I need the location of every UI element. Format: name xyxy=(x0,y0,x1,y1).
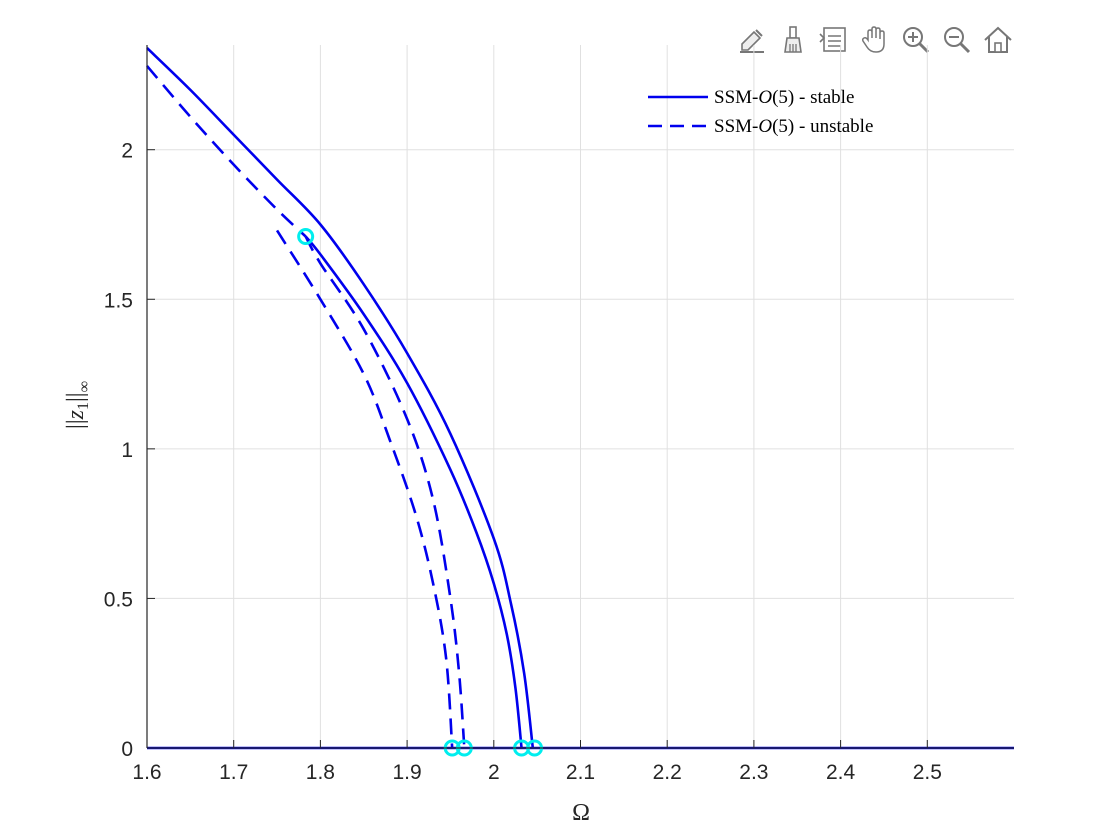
y-axis-label: ||z1||∞ xyxy=(63,381,93,429)
y-tick-label: 0.5 xyxy=(104,588,133,611)
home-icon xyxy=(983,26,1012,53)
x-tick-label: 1.9 xyxy=(392,761,421,784)
legend: SSM-O(5) - stable SSM-O(5) - unstable xyxy=(648,87,873,137)
zoom-in-icon xyxy=(902,27,929,54)
tick-labels: 1.6 1.7 1.8 1.9 2 2.1 2.2 2.3 2.4 2.5 0 0.5 1 1.5 2 xyxy=(104,140,942,784)
grid xyxy=(146,45,1014,749)
x-axis-label: Ω xyxy=(572,800,590,826)
x-tick-label: 2.3 xyxy=(739,761,768,784)
brush-button[interactable] xyxy=(773,20,812,60)
home-button[interactable] xyxy=(978,20,1017,60)
bifurcation-marker-0 xyxy=(297,227,315,245)
markers-layer xyxy=(297,227,544,757)
series-line-solid-0 xyxy=(146,47,535,749)
pan-button[interactable] xyxy=(855,20,894,60)
figure-toolbar xyxy=(732,20,1017,60)
x-tick-label: 1.6 xyxy=(132,761,161,784)
y-tick-label: 1.5 xyxy=(104,289,133,312)
axes xyxy=(146,45,1014,749)
series-line-dashed-3 xyxy=(304,235,466,749)
data-tips-button[interactable] xyxy=(814,20,853,60)
y-tick-label: 2 xyxy=(121,140,133,163)
series-line-dashed-2 xyxy=(146,65,307,238)
y-tick-label: 0 xyxy=(121,738,133,761)
series-line-solid-1 xyxy=(304,235,523,749)
x-tick-label: 2.4 xyxy=(826,761,856,784)
x-tick-label: 2.1 xyxy=(566,761,595,784)
x-tick-label: 2.2 xyxy=(653,761,682,784)
brush-icon xyxy=(783,26,802,53)
zoom-in-button[interactable] xyxy=(896,20,935,60)
x-tick-label: 2 xyxy=(488,761,500,784)
series-line-dashed-4 xyxy=(275,229,454,749)
edit-plot-icon xyxy=(739,29,764,53)
zoom-out-icon xyxy=(943,27,970,54)
y-tick-label: 1 xyxy=(121,439,133,462)
edit-plot-button[interactable] xyxy=(732,20,771,60)
x-tick-label: 1.8 xyxy=(306,761,335,784)
legend-label-unstable: SSM-O(5) - unstable xyxy=(714,116,873,137)
zoom-out-button[interactable] xyxy=(937,20,976,60)
legend-label-stable: SSM-O(5) - stable xyxy=(714,87,854,108)
x-tick-label: 2.5 xyxy=(913,761,942,784)
pan-hand-icon xyxy=(861,26,885,53)
data-tips-icon xyxy=(818,27,846,52)
x-tick-label: 1.7 xyxy=(219,761,248,784)
